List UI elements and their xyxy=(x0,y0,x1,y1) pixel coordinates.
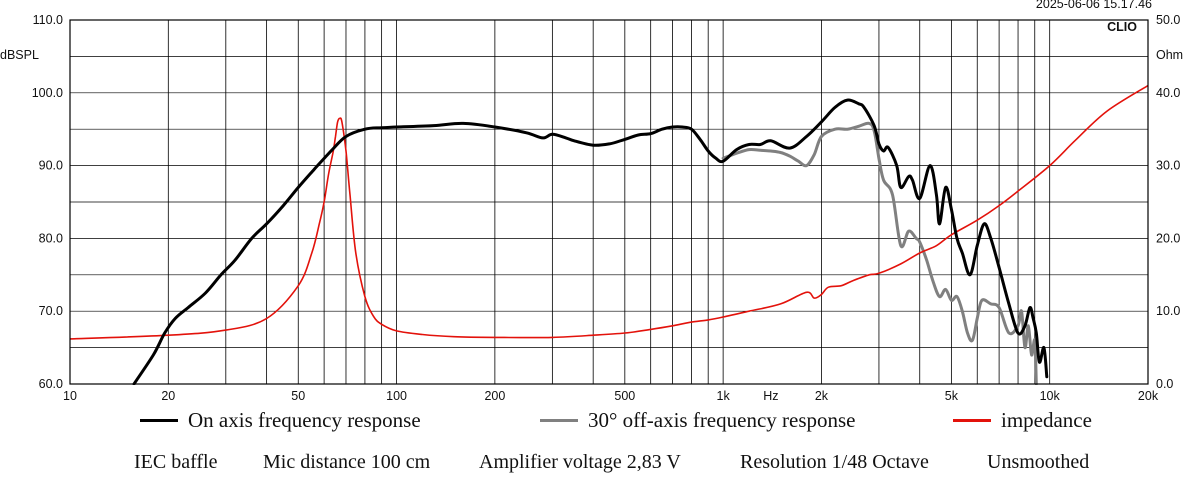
left-axis-unit: dBSPL xyxy=(0,48,39,62)
y-right-tick-label: 50.0 xyxy=(1156,13,1180,27)
legend-swatch-impedance xyxy=(953,419,991,422)
label-layer: 60.0 70.0 80.0 90.0 100.0 110.0 0.0 10.0 20.0 30.… xyxy=(32,13,1181,403)
legend: On axis frequency response 30° off-axis … xyxy=(0,408,1200,442)
y-right-tick-label: 20.0 xyxy=(1156,231,1180,245)
y-right-tick-label: 40.0 xyxy=(1156,86,1180,100)
y-left-tick-label: 60.0 xyxy=(39,377,63,391)
x-axis-unit: Hz xyxy=(763,389,778,403)
y-left-tick-label: 90.0 xyxy=(39,159,63,173)
x-tick-label: 1k xyxy=(717,389,731,403)
series-layer xyxy=(70,84,1148,385)
frequency-response-chart: 60.0 70.0 80.0 90.0 100.0 110.0 0.0 10.0 20.0 30.… xyxy=(0,0,1183,403)
y-right-tick-label: 30.0 xyxy=(1156,159,1180,173)
x-tick-label: 500 xyxy=(614,389,635,403)
y-left-tick-label: 110.0 xyxy=(33,13,63,27)
note-baffle: IEC baffle xyxy=(134,451,218,473)
legend-swatch-off-axis xyxy=(540,419,578,422)
y-left-tick-label: 80.0 xyxy=(39,231,63,245)
note-mic-distance: Mic distance 100 cm xyxy=(263,451,431,473)
x-tick-label: 5k xyxy=(945,389,959,403)
measurement-notes: IEC baffle Mic distance 100 cm Amplifier… xyxy=(0,451,1200,479)
brand-logo: CLIO xyxy=(1107,20,1137,34)
x-tick-label: 200 xyxy=(484,389,505,403)
series-off-axis-line xyxy=(721,121,1038,385)
y-left-tick-label: 70.0 xyxy=(39,304,63,318)
x-tick-label: 100 xyxy=(386,389,407,403)
x-tick-label: 20 xyxy=(161,389,175,403)
note-smoothing: Unsmoothed xyxy=(987,451,1090,473)
timestamp: 2025-06-06 15.17.46 xyxy=(1036,0,1152,11)
right-axis-unit: Ohm xyxy=(1156,48,1183,62)
note-amplifier-voltage: Amplifier voltage 2,83 V xyxy=(479,451,681,473)
y-right-tick-label: 0.0 xyxy=(1156,377,1173,391)
note-resolution: Resolution 1/48 Octave xyxy=(740,451,929,473)
series-impedance-line xyxy=(70,84,1148,340)
x-tick-label: 20k xyxy=(1138,389,1159,403)
legend-swatch-on-axis xyxy=(140,419,178,422)
legend-label-impedance: impedance xyxy=(1001,408,1092,432)
plot-frame xyxy=(69,19,1149,385)
x-tick-label: 10k xyxy=(1040,389,1061,403)
y-right-tick-label: 10.0 xyxy=(1156,304,1180,318)
legend-label-off-axis: 30° off-axis frequency response xyxy=(588,408,856,432)
legend-item-on-axis: On axis frequency response xyxy=(140,408,421,433)
x-tick-label: 10 xyxy=(63,389,77,403)
legend-item-off-axis: 30° off-axis frequency response xyxy=(540,408,856,433)
x-tick-label: 2k xyxy=(815,389,829,403)
legend-label-on-axis: On axis frequency response xyxy=(188,408,421,432)
y-left-tick-label: 100.0 xyxy=(32,86,63,100)
x-tick-label: 50 xyxy=(291,389,305,403)
series-on-axis-line xyxy=(132,98,1049,385)
legend-item-impedance: impedance xyxy=(953,408,1092,433)
